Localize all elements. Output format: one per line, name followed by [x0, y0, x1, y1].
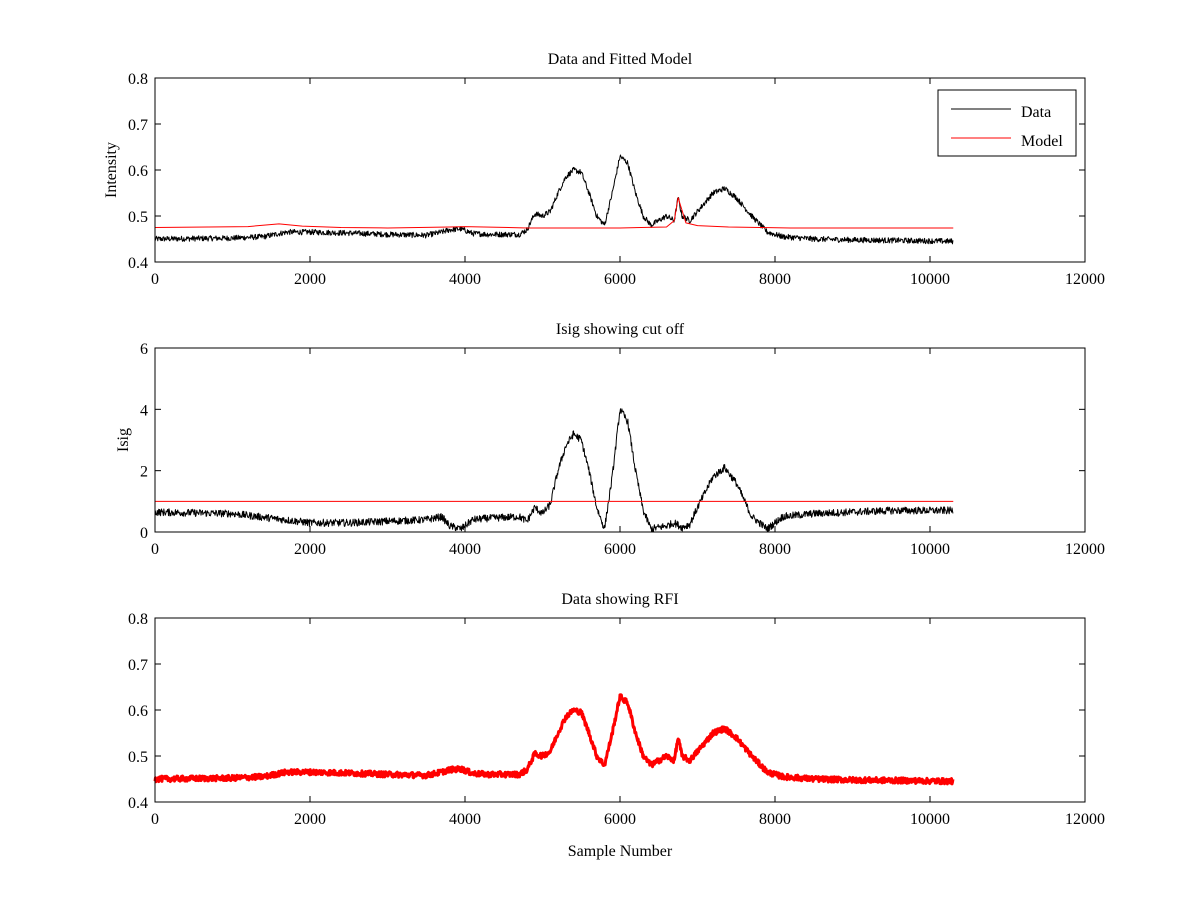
x-tick-label: 6000: [604, 271, 636, 288]
x-tick-label: 10000: [910, 811, 950, 828]
series-layer: [153, 693, 955, 786]
subplot-title: Isig showing cut off: [556, 321, 685, 338]
x-tick-label: 8000: [759, 541, 791, 558]
y-tick-label: 6: [140, 341, 148, 358]
series-line-data: [154, 154, 954, 245]
series-layer: [154, 154, 954, 245]
subplot-data-showing-rfi: Data showing RFI Sample Number 0 2000 4000…: [128, 591, 1105, 860]
y-axis-label: Intensity: [103, 142, 120, 198]
x-tick-label: 8000: [759, 271, 791, 288]
series-line-model: [154, 197, 954, 229]
axes-frame: [154, 347, 1086, 533]
ticks: 0 2000 4000 6000 8000 10000 12000 0.4 0.5 0.6 0.7 0…: [128, 611, 1105, 828]
y-tick-label: 0.6: [128, 163, 148, 180]
x-tick-label: 10000: [910, 271, 950, 288]
y-tick-label: 0.8: [128, 71, 148, 88]
x-tick-label: 4000: [449, 541, 481, 558]
x-tick-label: 4000: [449, 811, 481, 828]
x-tick-label: 2000: [294, 811, 326, 828]
y-tick-label: 0.5: [128, 749, 148, 766]
x-tick-label: 0: [151, 811, 159, 828]
y-tick-label: 0.8: [128, 611, 148, 628]
x-axis-label: Sample Number: [568, 843, 673, 860]
x-tick-label: 8000: [759, 811, 791, 828]
y-tick-label: 0.4: [128, 795, 148, 812]
y-tick-label: 0.7: [128, 117, 148, 134]
y-tick-label: 2: [140, 464, 148, 481]
legend-entry-model: Model: [1021, 133, 1063, 150]
subplot-isig-showing-cut-off: Isig showing cut off Isig 0 2000 4000 6000 8…: [115, 321, 1105, 558]
y-tick-label: 4: [140, 402, 148, 419]
ticks: 0 2000 4000 6000 8000 10000 12000 0.4 0.5 0.6 0.7 0…: [128, 71, 1105, 288]
x-tick-label: 10000: [910, 541, 950, 558]
x-tick-label: 2000: [294, 271, 326, 288]
series-line-series-0: [153, 693, 955, 786]
x-tick-label: 12000: [1065, 541, 1105, 558]
x-tick-label: 2000: [294, 541, 326, 558]
y-tick-label: 0.6: [128, 703, 148, 720]
series-layer: [154, 408, 954, 533]
x-tick-label: 4000: [449, 271, 481, 288]
legend-box: [937, 89, 1077, 157]
y-tick-label: 0.4: [128, 255, 148, 272]
legend-entry-data: Data: [1021, 104, 1051, 121]
axes-frame: [154, 617, 1086, 803]
x-tick-label: 12000: [1065, 271, 1105, 288]
x-tick-label: 6000: [604, 541, 636, 558]
legend: Data Model: [937, 89, 1077, 157]
x-tick-label: 0: [151, 271, 159, 288]
y-tick-label: 0.5: [128, 209, 148, 226]
x-tick-label: 6000: [604, 811, 636, 828]
series-line-series-0: [154, 408, 954, 533]
x-tick-label: 0: [151, 541, 159, 558]
axes-frame: [154, 77, 1086, 263]
y-axis-label: Isig: [115, 428, 132, 452]
x-tick-label: 12000: [1065, 811, 1105, 828]
subplot-title: Data showing RFI: [561, 591, 678, 608]
subplot-data-and-fitted-model: Data and Fitted Model Intensity 0 2000 400…: [103, 51, 1105, 288]
y-tick-label: 0: [140, 525, 148, 542]
y-tick-label: 0.7: [128, 657, 148, 674]
subplot-title: Data and Fitted Model: [548, 51, 693, 68]
ticks: 0 2000 4000 6000 8000 10000 12000 0 2 4 6: [140, 341, 1105, 558]
